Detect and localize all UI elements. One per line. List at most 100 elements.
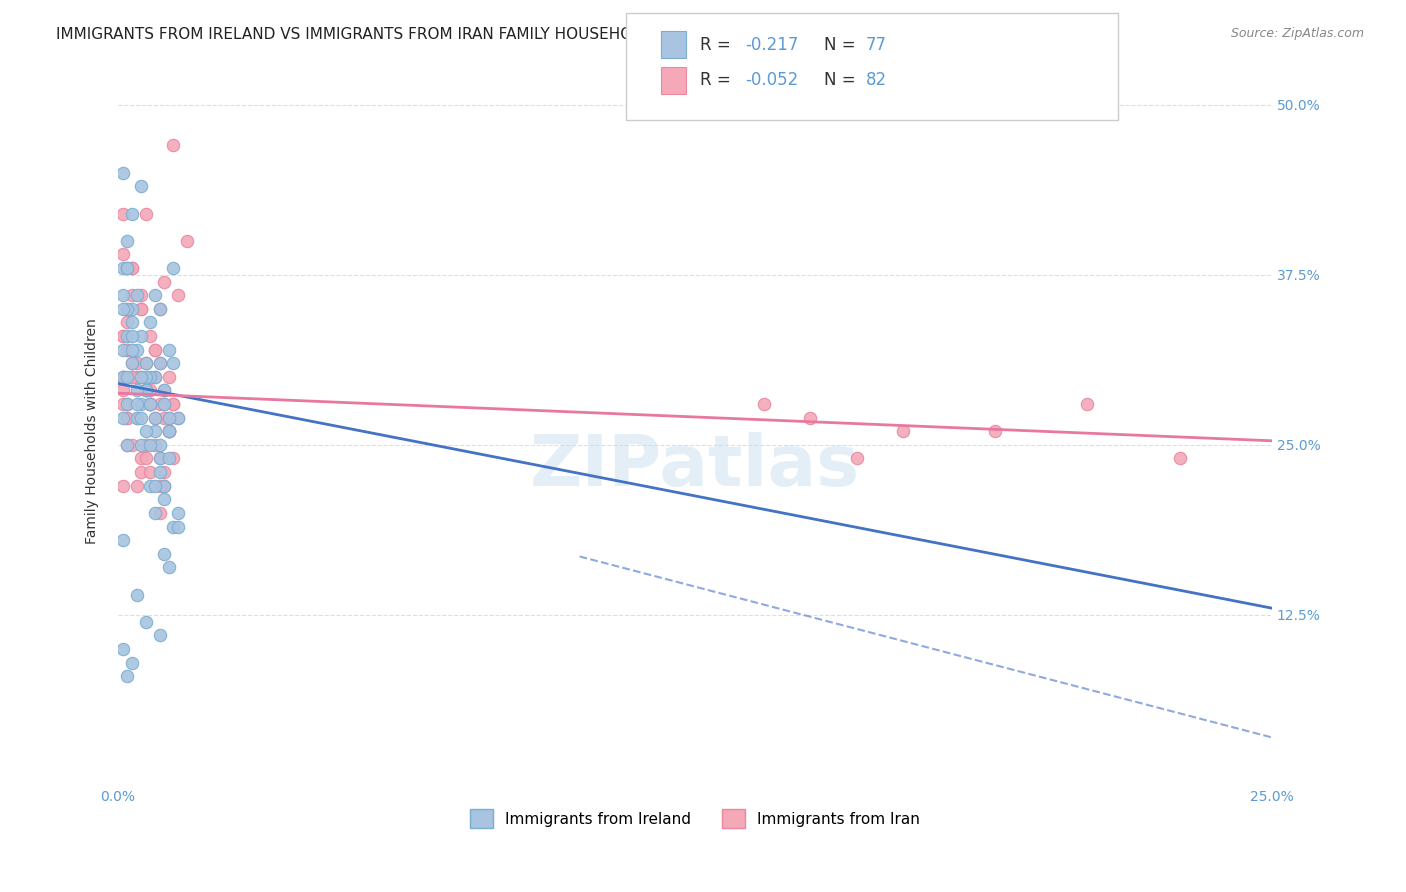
Point	[139, 397, 162, 411]
Point	[135, 384, 157, 398]
Point	[167, 410, 190, 425]
Point	[149, 356, 172, 370]
Point	[121, 329, 143, 343]
Point	[135, 438, 157, 452]
Point	[143, 369, 166, 384]
Point	[139, 384, 162, 398]
Point	[121, 260, 143, 275]
Text: N =: N =	[824, 71, 860, 89]
Point	[157, 424, 180, 438]
Point	[117, 669, 139, 683]
Point	[117, 315, 139, 329]
Point	[129, 410, 152, 425]
Point	[153, 492, 176, 507]
Point	[139, 397, 162, 411]
Point	[153, 547, 176, 561]
Point	[117, 343, 139, 357]
Point	[117, 369, 139, 384]
Point	[143, 410, 166, 425]
Point	[754, 397, 776, 411]
Point	[139, 479, 162, 493]
Point	[129, 301, 152, 316]
Text: N =: N =	[824, 36, 860, 54]
Point	[129, 369, 152, 384]
Point	[1076, 397, 1098, 411]
Point	[121, 315, 143, 329]
Point	[135, 424, 157, 438]
Point	[129, 438, 152, 452]
Point	[135, 384, 157, 398]
Point	[149, 451, 172, 466]
Point	[135, 384, 157, 398]
Point	[111, 533, 134, 548]
Point	[143, 410, 166, 425]
Point	[153, 384, 176, 398]
Point	[176, 234, 198, 248]
Point	[157, 560, 180, 574]
Point	[135, 356, 157, 370]
Point	[143, 343, 166, 357]
Point	[799, 410, 821, 425]
Point	[153, 410, 176, 425]
Point	[117, 438, 139, 452]
Point	[111, 329, 134, 343]
Point	[121, 343, 143, 357]
Point	[149, 356, 172, 370]
Point	[143, 424, 166, 438]
Point	[121, 301, 143, 316]
Point	[149, 301, 172, 316]
Point	[125, 397, 148, 411]
Point	[117, 234, 139, 248]
Point	[111, 369, 134, 384]
Point	[143, 506, 166, 520]
Point	[129, 329, 152, 343]
Point	[125, 588, 148, 602]
Point	[117, 301, 139, 316]
Point	[139, 397, 162, 411]
Point	[1168, 451, 1191, 466]
Point	[111, 329, 134, 343]
Point	[162, 519, 184, 533]
Point	[125, 343, 148, 357]
Text: Source: ZipAtlas.com: Source: ZipAtlas.com	[1230, 27, 1364, 40]
Text: -0.217: -0.217	[745, 36, 799, 54]
Point	[162, 397, 184, 411]
Point	[153, 275, 176, 289]
Point	[117, 260, 139, 275]
Point	[117, 410, 139, 425]
Text: R =: R =	[700, 36, 737, 54]
Point	[167, 410, 190, 425]
Point	[143, 369, 166, 384]
Point	[149, 397, 172, 411]
Point	[121, 438, 143, 452]
Point	[129, 301, 152, 316]
Legend: Immigrants from Ireland, Immigrants from Iran: Immigrants from Ireland, Immigrants from…	[464, 803, 927, 834]
Point	[157, 343, 180, 357]
Point	[111, 301, 134, 316]
Point	[157, 424, 180, 438]
Point	[139, 369, 162, 384]
Point	[111, 247, 134, 261]
Point	[117, 301, 139, 316]
Point	[157, 451, 180, 466]
Text: -0.052: -0.052	[745, 71, 799, 89]
Point	[121, 656, 143, 670]
Point	[149, 465, 172, 479]
Point	[143, 479, 166, 493]
Point	[149, 438, 172, 452]
Point	[125, 410, 148, 425]
Point	[125, 479, 148, 493]
Point	[111, 479, 134, 493]
Point	[111, 642, 134, 657]
Point	[157, 424, 180, 438]
Point	[153, 384, 176, 398]
Point	[157, 369, 180, 384]
Point	[139, 397, 162, 411]
Point	[135, 369, 157, 384]
Point	[153, 397, 176, 411]
Point	[121, 260, 143, 275]
Point	[157, 424, 180, 438]
Point	[125, 410, 148, 425]
Point	[111, 397, 134, 411]
Point	[121, 369, 143, 384]
